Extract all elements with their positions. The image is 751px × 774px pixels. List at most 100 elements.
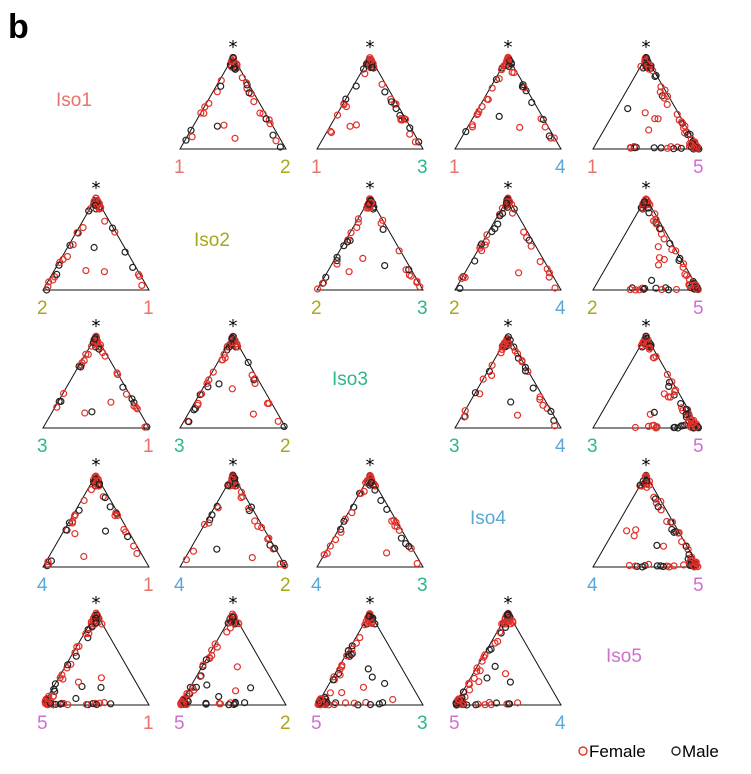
data-point <box>498 66 506 74</box>
data-point <box>197 109 205 117</box>
triangle-frame <box>42 334 150 429</box>
data-point <box>456 284 464 292</box>
data-point <box>500 618 508 627</box>
data-point <box>92 479 100 487</box>
data-point <box>330 700 338 709</box>
legend-label: Male <box>682 742 719 761</box>
data-point <box>337 528 345 536</box>
apex-star: * <box>366 37 375 58</box>
data-point <box>223 628 231 636</box>
data-point <box>675 256 683 264</box>
data-point <box>133 405 141 413</box>
data-point <box>395 247 403 255</box>
data-point <box>506 678 514 686</box>
data-point <box>395 526 403 534</box>
apex-star: * <box>642 316 651 337</box>
ternary-plot-1-5: * 1 5 <box>587 37 704 178</box>
data-point <box>250 97 258 106</box>
data-point <box>503 611 512 619</box>
data-point <box>377 219 385 227</box>
data-point <box>682 405 690 413</box>
data-point <box>650 408 658 416</box>
corner-label-right: 3 <box>417 575 428 596</box>
data-point <box>229 53 237 62</box>
data-point <box>658 286 666 294</box>
data-point <box>472 701 480 709</box>
data-point <box>379 225 387 233</box>
data-point <box>645 345 654 353</box>
data-point <box>122 390 131 398</box>
data-point <box>55 261 63 269</box>
data-point <box>389 695 397 704</box>
data-point <box>677 144 685 152</box>
data-point <box>92 700 101 709</box>
data-point <box>75 506 83 514</box>
data-point <box>247 684 255 692</box>
data-point <box>183 689 191 698</box>
apex-star: * <box>229 593 238 614</box>
corner-label-right: 3 <box>417 298 428 319</box>
data-point <box>220 350 228 358</box>
data-point <box>520 228 528 236</box>
triangle-frame <box>179 334 287 429</box>
data-point <box>78 359 86 367</box>
data-point <box>217 82 225 90</box>
data-point <box>659 542 668 550</box>
data-point <box>529 384 537 392</box>
corner-label-right: 4 <box>555 157 566 178</box>
data-point <box>685 281 693 289</box>
data-point <box>483 95 491 103</box>
data-point <box>329 676 337 684</box>
data-point <box>242 79 251 87</box>
data-point <box>550 417 558 425</box>
data-point <box>659 562 667 571</box>
data-point <box>492 699 501 707</box>
data-point <box>651 72 659 81</box>
data-point <box>62 526 70 534</box>
data-point <box>475 678 483 686</box>
ternary-plot-1-4: * 1 4 <box>449 37 566 178</box>
data-point <box>120 525 128 534</box>
data-point <box>340 517 348 525</box>
data-point <box>319 279 328 287</box>
data-point <box>631 286 640 294</box>
data-point <box>371 486 379 494</box>
data-point <box>264 535 272 543</box>
data-point <box>387 98 395 106</box>
data-point <box>652 352 660 361</box>
data-point <box>92 472 100 480</box>
data-point <box>202 700 210 708</box>
ternary-plot-2-4: * 2 4 <box>449 178 566 319</box>
data-point <box>113 370 122 379</box>
data-point <box>348 509 356 517</box>
data-point <box>326 542 334 550</box>
data-point <box>107 398 115 406</box>
data-point <box>123 532 132 541</box>
data-point <box>478 102 486 111</box>
data-point <box>654 115 662 123</box>
data-point <box>254 522 262 530</box>
data-point <box>228 339 236 347</box>
data-point <box>461 407 469 415</box>
data-point <box>354 701 362 709</box>
data-point <box>259 110 267 118</box>
data-point <box>666 239 674 248</box>
data-point <box>632 526 640 534</box>
corner-label-left: 5 <box>174 713 185 734</box>
data-point <box>266 120 274 128</box>
data-point <box>245 504 253 513</box>
data-point <box>226 624 234 632</box>
ternary-plot-2-3: * 2 3 <box>311 178 428 319</box>
data-point <box>631 423 640 432</box>
data-point <box>473 667 481 676</box>
data-point <box>281 561 289 570</box>
data-point <box>381 679 389 688</box>
data-point <box>675 116 683 124</box>
data-point <box>356 633 364 642</box>
data-point <box>367 478 375 487</box>
data-point <box>536 258 544 266</box>
data-point <box>213 643 221 651</box>
corner-label-left: 4 <box>587 575 598 596</box>
data-point <box>352 121 360 129</box>
data-point <box>411 138 419 146</box>
